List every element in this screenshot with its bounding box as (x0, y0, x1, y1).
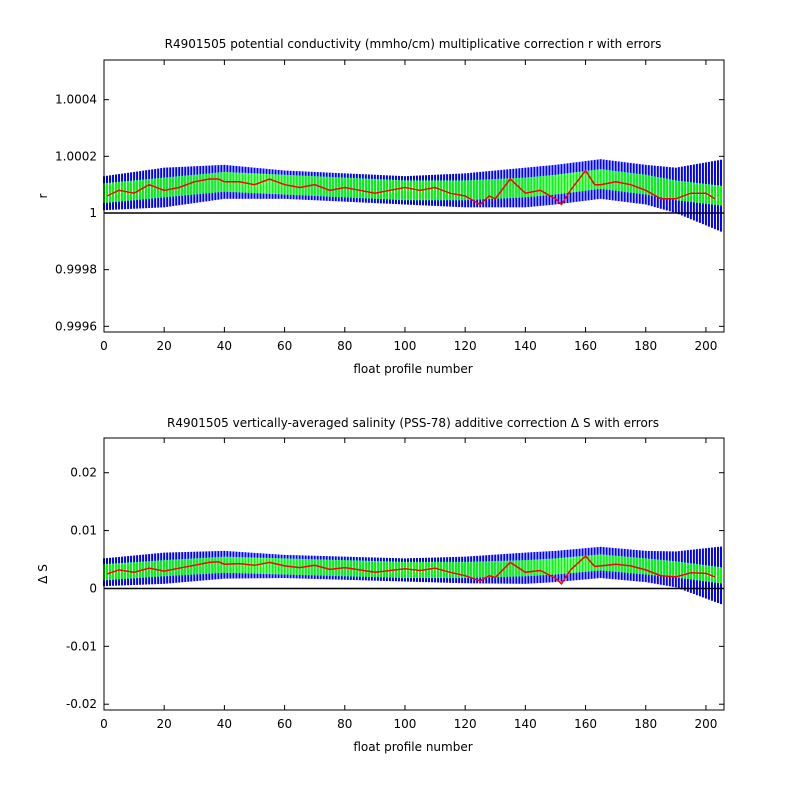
x-tick-label: 140 (514, 339, 537, 353)
x-tick-label: 160 (574, 339, 597, 353)
x-tick-label: 40 (217, 339, 232, 353)
x-tick-label: 80 (337, 717, 352, 731)
chart-conductivity-correction: R4901505 potential conductivity (mmho/cm… (36, 37, 725, 376)
y-tick-label: -0.01 (66, 639, 97, 653)
x-tick-label: 120 (454, 339, 477, 353)
y-tick-label: 0.9996 (55, 319, 97, 333)
y-tick-label: 0.02 (70, 466, 97, 480)
y-tick-label: 1 (89, 206, 97, 220)
x-axis-label: float profile number (353, 362, 472, 376)
x-tick-label: 80 (337, 339, 352, 353)
x-axis-label: float profile number (353, 740, 472, 754)
x-tick-label: 100 (394, 339, 417, 353)
x-tick-label: 0 (100, 339, 108, 353)
y-tick-label: -0.02 (66, 697, 97, 711)
chart-title: R4901505 potential conductivity (mmho/cm… (165, 37, 662, 51)
axes: 0 20 40 60 80 100 120 140 160 180 200 -0.02 -0.01 0 0.… (66, 437, 725, 731)
series-line (106, 555, 716, 585)
x-tick-label: 180 (634, 717, 657, 731)
x-tick-label: 40 (217, 717, 232, 731)
y-axis-label: r (36, 193, 50, 198)
series-line (106, 169, 716, 206)
plot-frame (103, 437, 725, 711)
x-tick-label: 180 (634, 339, 657, 353)
x-tick-label: 160 (574, 717, 597, 731)
y-tick-label: 1.0004 (55, 93, 97, 107)
plot-frame (103, 59, 725, 333)
x-tick-label: 60 (277, 339, 292, 353)
y-axis-label: Δ S (36, 564, 50, 584)
chart-salinity-correction: R4901505 vertically-averaged salinity (P… (36, 416, 725, 754)
y-tick-label: 1.0002 (55, 149, 97, 163)
x-tick-label: 200 (694, 717, 717, 731)
x-tick-label: 120 (454, 717, 477, 731)
x-tick-label: 140 (514, 717, 537, 731)
axes: 0 20 40 60 80 100 120 140 160 180 200 0.9996 0.9998 1… (55, 59, 725, 353)
x-tick-label: 100 (394, 717, 417, 731)
plot-area (103, 159, 724, 232)
y-tick-label: 0.01 (70, 524, 97, 538)
y-tick-label: 0.9998 (55, 263, 97, 277)
chart-title: R4901505 vertically-averaged salinity (P… (167, 416, 659, 430)
plot-area (103, 546, 724, 605)
y-tick-label: 0 (89, 581, 97, 595)
x-tick-label: 20 (157, 717, 172, 731)
x-tick-label: 200 (694, 339, 717, 353)
x-tick-label: 0 (100, 717, 108, 731)
x-tick-label: 20 (157, 339, 172, 353)
x-tick-label: 60 (277, 717, 292, 731)
